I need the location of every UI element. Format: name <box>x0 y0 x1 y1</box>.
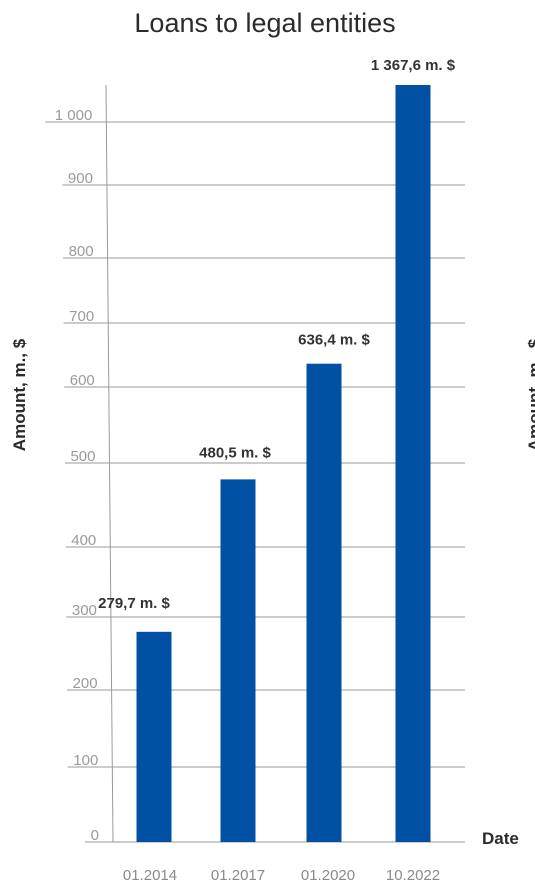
y-axis-line <box>105 84 114 843</box>
bars <box>136 85 431 842</box>
x-tick-label: 01.2020 <box>301 867 355 884</box>
axes <box>105 84 114 843</box>
y-tick-label: 0 <box>91 827 99 844</box>
y-tick-label: 800 <box>69 243 94 260</box>
data-labels: 279,7 m. $ 480,5 m. $ 636,4 m. $ 1 367,6 m.… <box>98 57 456 612</box>
y-tick-label: 700 <box>69 308 94 325</box>
y-axis-label-right-partial: Amount, m., $ <box>525 338 535 451</box>
x-tick-label: 10.2022 <box>386 867 440 884</box>
y-tick-label: 400 <box>71 532 96 549</box>
x-tick-label: 01.2017 <box>211 867 265 884</box>
bar <box>220 479 256 842</box>
bar-value-label: 480,5 m. $ <box>199 444 271 461</box>
x-axis-label: Date <box>482 829 519 848</box>
y-tick-label: 600 <box>70 372 95 389</box>
bar <box>136 631 172 842</box>
y-tick-label: 900 <box>68 170 93 187</box>
bar-value-label: 279,7 m. $ <box>98 595 170 612</box>
chart-title: Loans to legal entities <box>134 8 395 38</box>
x-tick-labels: 01.2014 01.2017 01.2020 10.2022 <box>123 867 440 884</box>
bar-value-label: 636,4 m. $ <box>298 332 370 349</box>
y-tick-label: 300 <box>72 602 97 619</box>
y-axis-label: Amount, m., $ <box>10 338 29 451</box>
gridlines: 0 100 200 300 400 500 600 700 800 900 1 000 <box>45 107 465 844</box>
bar <box>306 363 342 842</box>
y-tick-label: 1 000 <box>55 107 93 124</box>
bar-value-label: 1 367,6 m. $ <box>371 57 456 74</box>
y-tick-label: 100 <box>73 752 98 769</box>
bar <box>395 85 431 842</box>
x-tick-label: 01.2014 <box>123 867 177 884</box>
y-tick-label: 500 <box>70 448 95 465</box>
y-tick-label: 200 <box>73 675 98 692</box>
